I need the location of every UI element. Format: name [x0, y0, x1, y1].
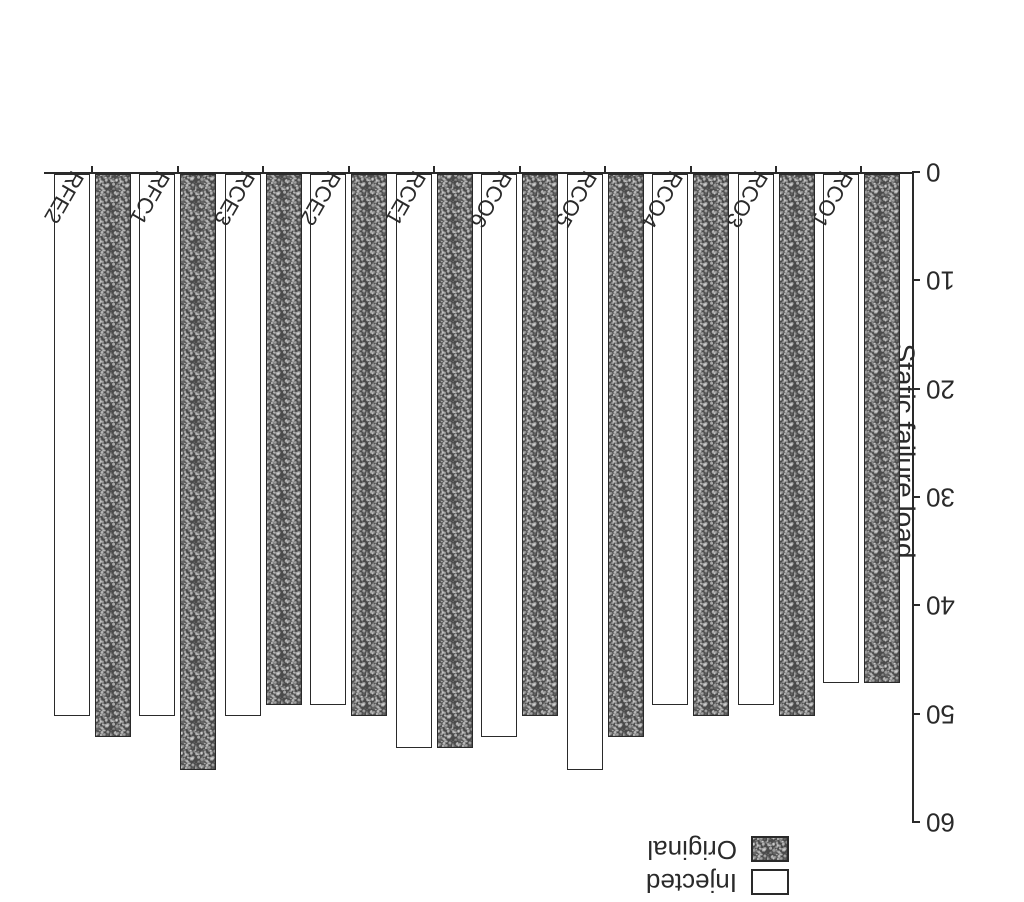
legend-label-injected: Injected — [646, 867, 737, 898]
bar-original — [95, 174, 131, 737]
bar-group: RFC1 — [139, 174, 216, 822]
y-tick-label: 50 — [926, 698, 955, 729]
bar-original — [180, 174, 216, 770]
bar-group: RCO5 — [567, 174, 644, 822]
bar-group: RFE2 — [54, 174, 131, 822]
y-tick-label: 60 — [926, 807, 955, 838]
bar-original — [693, 174, 729, 716]
x-tick — [861, 166, 863, 174]
bar-injected — [738, 174, 774, 705]
bar-injected — [396, 174, 432, 748]
bar-group: RCO4 — [652, 174, 729, 822]
bar-original — [266, 174, 302, 705]
y-tick-label: 10 — [926, 265, 955, 296]
y-tick — [912, 388, 920, 390]
bar-original — [437, 174, 473, 748]
legend: Injected Original — [646, 832, 789, 900]
bar-injected — [139, 174, 175, 716]
bar-injected — [823, 174, 859, 683]
y-tick-label: 40 — [926, 590, 955, 621]
x-tick — [262, 166, 264, 174]
legend-swatch-original — [751, 837, 789, 863]
y-tick — [912, 713, 920, 715]
x-tick — [690, 166, 692, 174]
x-tick — [92, 166, 94, 174]
bar-injected — [652, 174, 688, 705]
x-tick — [519, 166, 521, 174]
y-tick-label: 30 — [926, 482, 955, 513]
bar-original — [522, 174, 558, 716]
legend-item-injected: Injected — [646, 867, 789, 898]
y-tick — [912, 604, 920, 606]
chart-container: Static failure load 0102030405060RCO1RCO… — [0, 0, 1024, 902]
plot-area: 0102030405060RCO1RCO3RCO4RCO5RCO6RCE1RCE… — [44, 172, 914, 822]
legend-item-original: Original — [646, 834, 789, 865]
y-tick — [912, 171, 920, 173]
bar-injected — [310, 174, 346, 705]
bar-original — [779, 174, 815, 716]
x-tick — [604, 166, 606, 174]
x-tick — [177, 166, 179, 174]
bar-group: RCO3 — [738, 174, 815, 822]
bar-group: RCE1 — [396, 174, 473, 822]
bar-original — [864, 174, 900, 683]
bar-injected — [54, 174, 90, 716]
bar-group: RCO6 — [481, 174, 558, 822]
legend-swatch-injected — [751, 870, 789, 896]
x-tick — [433, 166, 435, 174]
y-tick-label: 0 — [926, 157, 940, 188]
x-tick — [775, 166, 777, 174]
x-tick — [348, 166, 350, 174]
bar-group: RCE3 — [225, 174, 302, 822]
y-tick — [912, 496, 920, 498]
y-tick — [912, 279, 920, 281]
y-tick — [912, 821, 920, 823]
bar-original — [608, 174, 644, 737]
bar-group: RCO1 — [823, 174, 900, 822]
y-tick-label: 20 — [926, 373, 955, 404]
bar-injected — [567, 174, 603, 770]
legend-label-original: Original — [647, 834, 737, 865]
bar-injected — [225, 174, 261, 716]
bar-group: RCE2 — [310, 174, 387, 822]
bar-injected — [481, 174, 517, 737]
bar-original — [351, 174, 387, 716]
